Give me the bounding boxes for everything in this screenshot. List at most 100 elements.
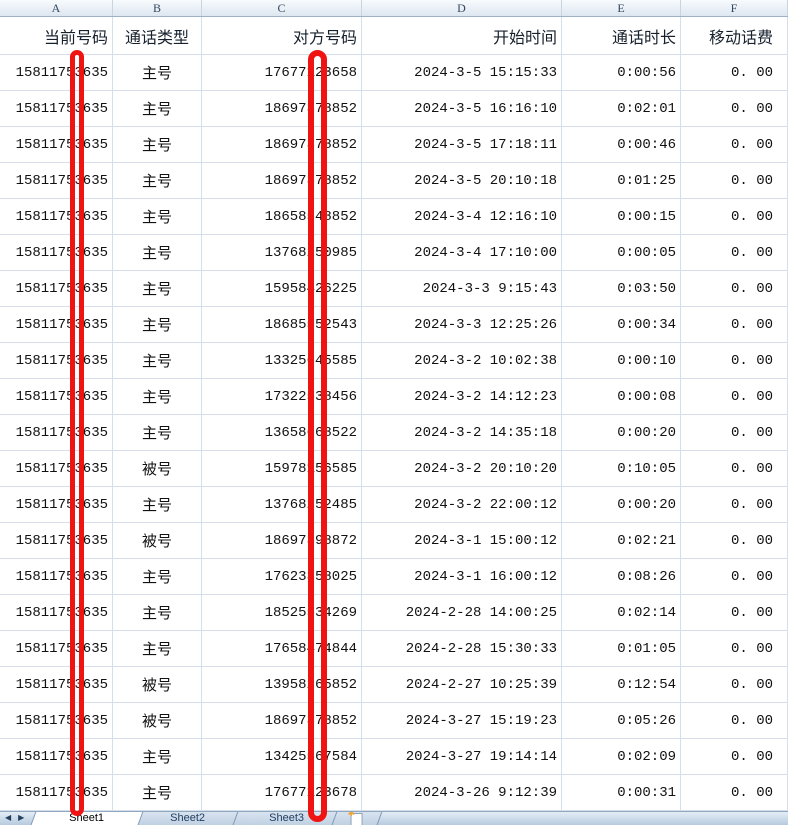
cell-mobile-fee[interactable]: 0. 00	[681, 127, 788, 163]
cell-mobile-fee[interactable]: 0. 00	[681, 631, 788, 667]
cell-current-number[interactable]: 15811753635	[0, 739, 113, 775]
cell-start-time[interactable]: 2024-3-2 20:10:20	[362, 451, 562, 487]
cell-peer-number[interactable]: 15978156585	[202, 451, 362, 487]
cell-duration[interactable]: 0:00:10	[562, 343, 681, 379]
cell-duration[interactable]: 0:00:20	[562, 415, 681, 451]
cell-call-type[interactable]: 主号	[113, 595, 202, 631]
cell-mobile-fee[interactable]: 0. 00	[681, 775, 788, 811]
column-header-c[interactable]: C	[202, 0, 362, 16]
cell-duration[interactable]: 0:02:09	[562, 739, 681, 775]
cell-current-number[interactable]: 15811753635	[0, 163, 113, 199]
cell-duration[interactable]: 0:05:26	[562, 703, 681, 739]
cell-duration[interactable]: 0:08:26	[562, 559, 681, 595]
column-header-d[interactable]: D	[362, 0, 562, 16]
header-cell-mobile-fee[interactable]: 移动话费	[681, 17, 788, 55]
cell-peer-number[interactable]: 13768252485	[202, 487, 362, 523]
cell-call-type[interactable]: 主号	[113, 163, 202, 199]
tab-nav-next-icon[interactable]: ▶	[18, 813, 25, 822]
cell-call-type[interactable]: 主号	[113, 739, 202, 775]
column-header-a[interactable]: A	[0, 0, 113, 16]
cell-start-time[interactable]: 2024-3-2 10:02:38	[362, 343, 562, 379]
cell-call-type[interactable]: 主号	[113, 487, 202, 523]
cell-start-time[interactable]: 2024-3-1 15:00:12	[362, 523, 562, 559]
cell-current-number[interactable]: 15811753635	[0, 307, 113, 343]
cell-call-type[interactable]: 被号	[113, 667, 202, 703]
cell-duration[interactable]: 0:00:56	[562, 55, 681, 91]
cell-start-time[interactable]: 2024-3-5 20:10:18	[362, 163, 562, 199]
cell-start-time[interactable]: 2024-3-2 14:35:18	[362, 415, 562, 451]
cell-duration[interactable]: 0:00:34	[562, 307, 681, 343]
cell-peer-number[interactable]: 18525534269	[202, 595, 362, 631]
cell-current-number[interactable]: 15811753635	[0, 667, 113, 703]
cell-start-time[interactable]: 2024-3-5 16:16:10	[362, 91, 562, 127]
cell-peer-number[interactable]: 17322538456	[202, 379, 362, 415]
cell-duration[interactable]: 0:02:21	[562, 523, 681, 559]
cell-current-number[interactable]: 15811753635	[0, 415, 113, 451]
cell-current-number[interactable]: 15811753635	[0, 235, 113, 271]
cell-mobile-fee[interactable]: 0. 00	[681, 271, 788, 307]
sheet-tab-sheet2[interactable]: Sheet2	[132, 812, 243, 825]
cell-start-time[interactable]: 2024-3-4 17:10:00	[362, 235, 562, 271]
cell-start-time[interactable]: 2024-3-3 12:25:26	[362, 307, 562, 343]
cell-current-number[interactable]: 15811753635	[0, 559, 113, 595]
column-header-f[interactable]: F	[681, 0, 788, 16]
cell-duration[interactable]: 0:12:54	[562, 667, 681, 703]
cell-call-type[interactable]: 主号	[113, 91, 202, 127]
cell-current-number[interactable]: 15811753635	[0, 127, 113, 163]
tab-nav-prev-icon[interactable]: ◀	[5, 813, 12, 822]
cell-mobile-fee[interactable]: 0. 00	[681, 667, 788, 703]
cell-call-type[interactable]: 主号	[113, 343, 202, 379]
cell-peer-number[interactable]: 18697398872	[202, 523, 362, 559]
cell-start-time[interactable]: 2024-3-1 16:00:12	[362, 559, 562, 595]
header-cell-call-type[interactable]: 通话类型	[113, 17, 202, 55]
cell-current-number[interactable]: 15811753635	[0, 271, 113, 307]
cell-duration[interactable]: 0:00:46	[562, 127, 681, 163]
cell-mobile-fee[interactable]: 0. 00	[681, 451, 788, 487]
cell-current-number[interactable]: 15811753635	[0, 775, 113, 811]
cell-mobile-fee[interactable]: 0. 00	[681, 91, 788, 127]
cell-current-number[interactable]: 15811753635	[0, 631, 113, 667]
cell-duration[interactable]: 0:02:01	[562, 91, 681, 127]
header-cell-current-number[interactable]: 当前号码	[0, 17, 113, 55]
cell-mobile-fee[interactable]: 0. 00	[681, 55, 788, 91]
cell-peer-number[interactable]: 18685552543	[202, 307, 362, 343]
cell-peer-number[interactable]: 15958426225	[202, 271, 362, 307]
column-header-e[interactable]: E	[562, 0, 681, 16]
header-cell-start-time[interactable]: 开始时间	[362, 17, 562, 55]
cell-duration[interactable]: 0:03:50	[562, 271, 681, 307]
cell-start-time[interactable]: 2024-2-28 15:30:33	[362, 631, 562, 667]
cell-call-type[interactable]: 被号	[113, 451, 202, 487]
cell-call-type[interactable]: 主号	[113, 55, 202, 91]
cell-peer-number[interactable]: 13658668522	[202, 415, 362, 451]
cell-call-type[interactable]: 主号	[113, 235, 202, 271]
cell-mobile-fee[interactable]: 0. 00	[681, 487, 788, 523]
cell-mobile-fee[interactable]: 0. 00	[681, 343, 788, 379]
cell-mobile-fee[interactable]: 0. 00	[681, 163, 788, 199]
cell-duration[interactable]: 0:01:25	[562, 163, 681, 199]
cell-call-type[interactable]: 主号	[113, 271, 202, 307]
cell-start-time[interactable]: 2024-3-27 15:19:23	[362, 703, 562, 739]
cell-current-number[interactable]: 15811753635	[0, 55, 113, 91]
cell-start-time[interactable]: 2024-2-27 10:25:39	[362, 667, 562, 703]
cell-start-time[interactable]: 2024-3-3 9:15:43	[362, 271, 562, 307]
header-cell-duration[interactable]: 通话时长	[562, 17, 681, 55]
cell-start-time[interactable]: 2024-3-2 14:12:23	[362, 379, 562, 415]
cell-call-type[interactable]: 被号	[113, 523, 202, 559]
insert-worksheet-tab[interactable]: ✱	[330, 812, 383, 825]
cell-current-number[interactable]: 15811753635	[0, 379, 113, 415]
cell-call-type[interactable]: 主号	[113, 559, 202, 595]
cell-peer-number[interactable]: 17677123658	[202, 55, 362, 91]
cell-peer-number[interactable]: 18658548852	[202, 199, 362, 235]
cell-mobile-fee[interactable]: 0. 00	[681, 307, 788, 343]
cell-current-number[interactable]: 15811753635	[0, 487, 113, 523]
cell-call-type[interactable]: 主号	[113, 775, 202, 811]
cell-peer-number[interactable]: 18697378852	[202, 91, 362, 127]
cell-peer-number[interactable]: 17623358025	[202, 559, 362, 595]
cell-current-number[interactable]: 15811753635	[0, 199, 113, 235]
cell-start-time[interactable]: 2024-3-27 19:14:14	[362, 739, 562, 775]
header-cell-peer-number[interactable]: 对方号码	[202, 17, 362, 55]
cell-duration[interactable]: 0:00:15	[562, 199, 681, 235]
cell-peer-number[interactable]: 18697378852	[202, 703, 362, 739]
cell-start-time[interactable]: 2024-3-2 22:00:12	[362, 487, 562, 523]
cell-current-number[interactable]: 15811753635	[0, 91, 113, 127]
